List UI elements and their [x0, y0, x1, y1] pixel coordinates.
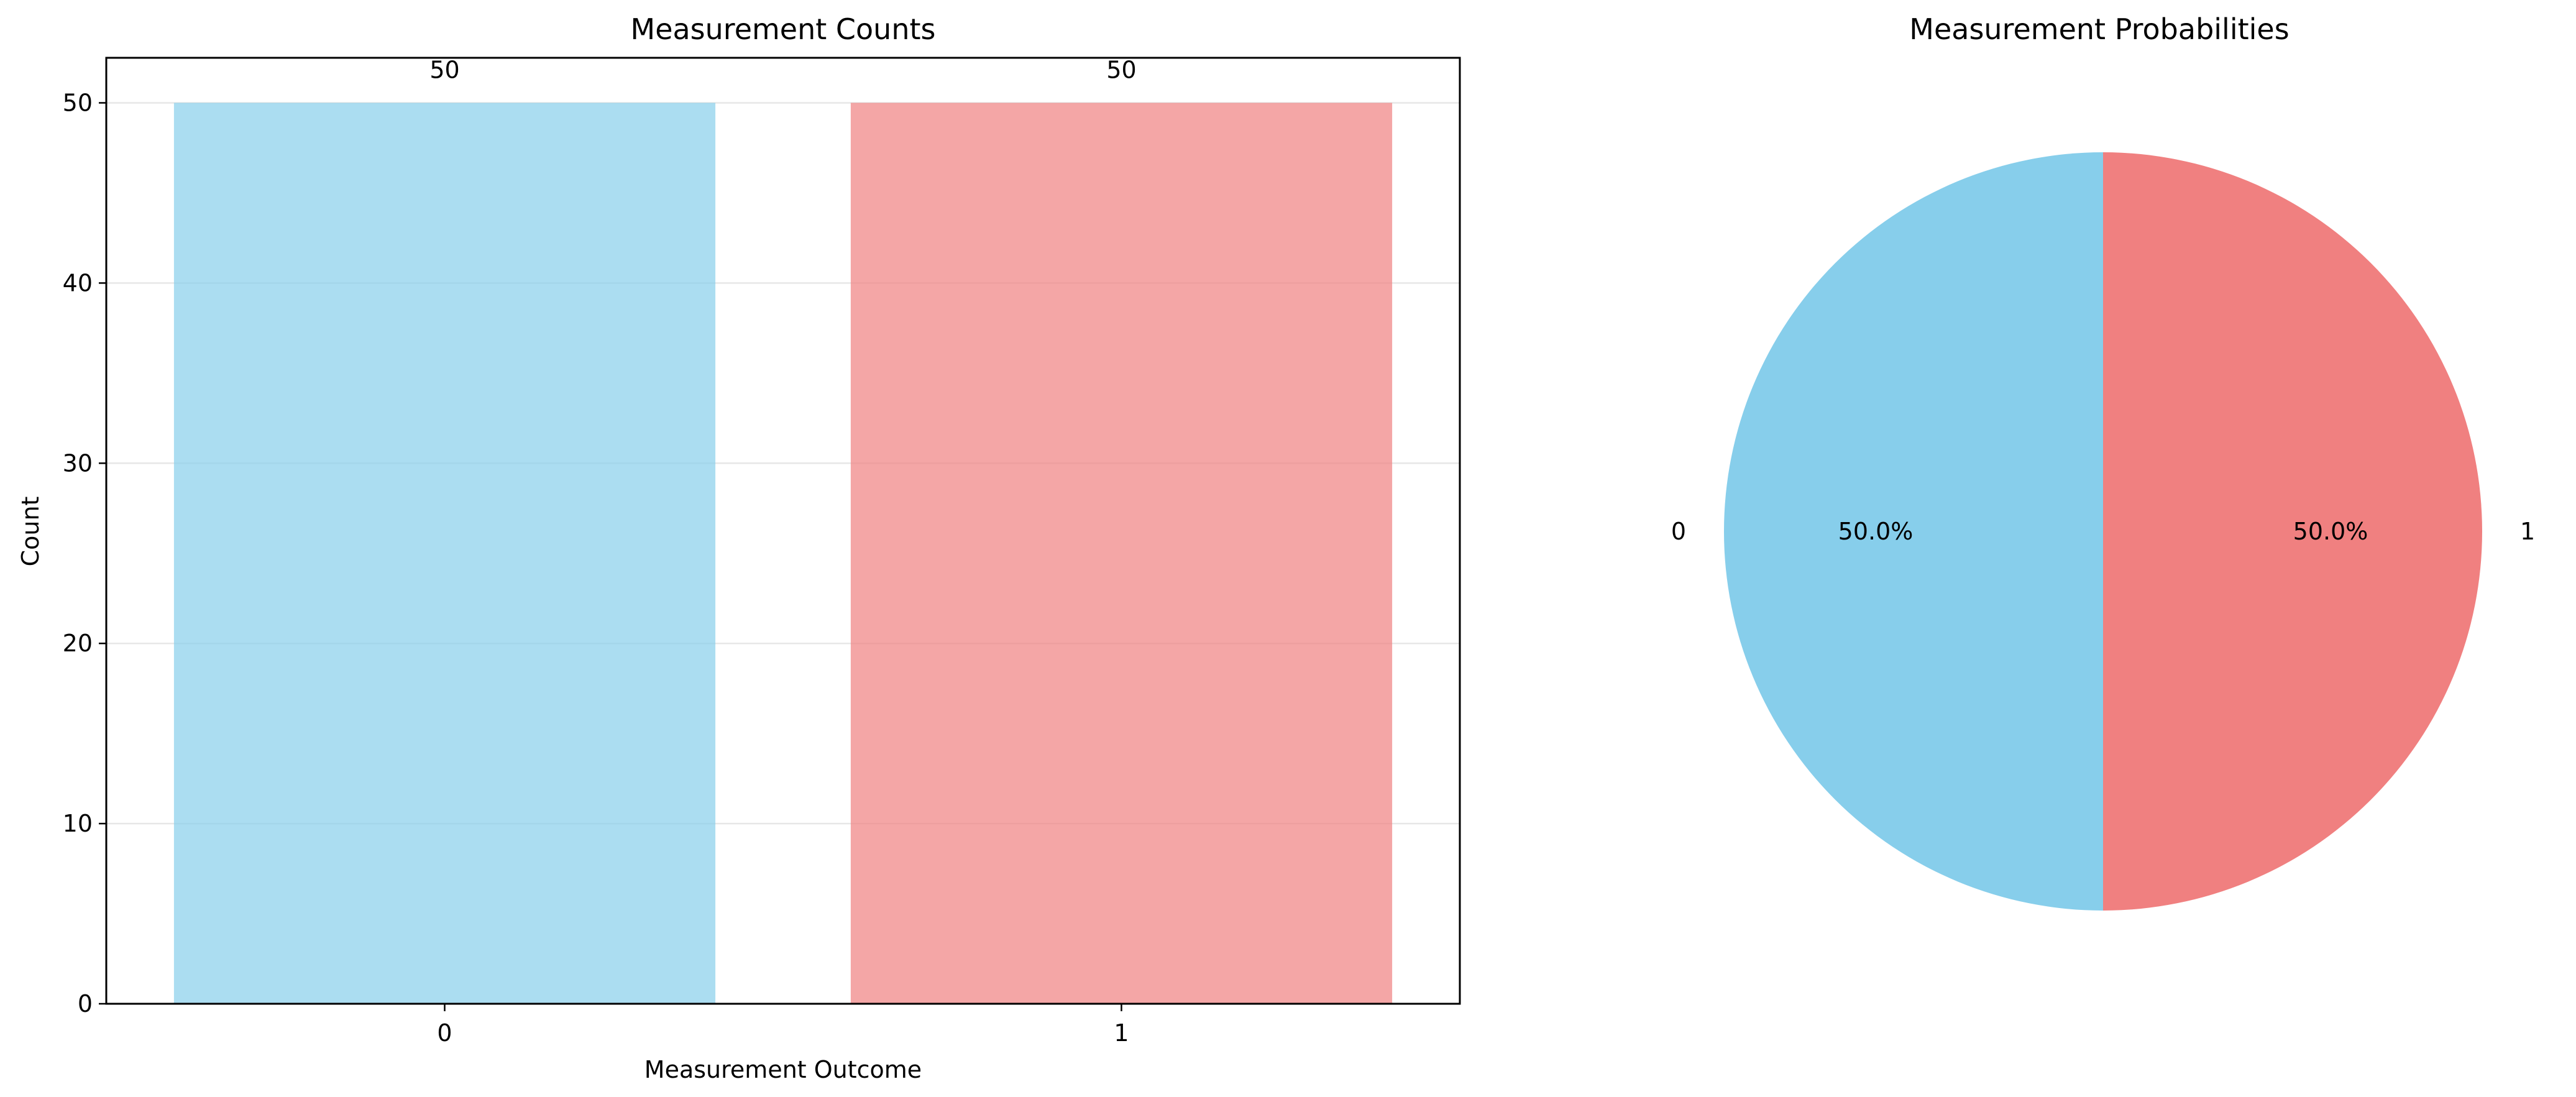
pie-slice-0: [1724, 152, 2103, 911]
bar-chart-bars: [173, 103, 1393, 1004]
x-tick-label: 0: [437, 1019, 452, 1047]
y-tick-label: 0: [78, 990, 93, 1017]
y-tick-label: 40: [63, 269, 93, 296]
y-tick-label: 30: [63, 449, 93, 477]
pie-category-label: 1: [2520, 518, 2535, 545]
bar-data-label: 50: [1106, 56, 1136, 83]
y-tick-label: 20: [63, 630, 93, 657]
bar-chart-data-labels: 50 50: [429, 56, 1136, 83]
pie-chart-labels: 0 50.0% 1 50.0%: [1671, 518, 2535, 545]
bar-chart-y-ticks: 0 10 20 30 40 50: [63, 89, 106, 1017]
y-tick-label: 10: [63, 810, 93, 837]
pie-slice-1: [2103, 152, 2482, 911]
bar-chart-x-axis-label: Measurement Outcome: [644, 1056, 922, 1083]
pie-percent-label: 50.0%: [1838, 518, 1914, 545]
y-tick-label: 50: [63, 89, 93, 116]
pie-chart-title: Measurement Probabilities: [1909, 12, 2289, 46]
bar-1: [850, 103, 1393, 1004]
pie-category-label: 0: [1671, 518, 1686, 545]
bar-chart-y-axis-label: Count: [17, 497, 44, 567]
x-tick-label: 1: [1114, 1019, 1129, 1047]
bar-chart-title: Measurement Counts: [631, 12, 936, 46]
pie-chart: Measurement Probabilities 0 50.0% 1 50.0%: [1671, 12, 2535, 911]
bar-data-label: 50: [429, 56, 459, 83]
pie-chart-slices: [1724, 152, 2482, 911]
bar-chart-plot-frame: [105, 57, 1461, 1005]
bar-0: [173, 103, 716, 1004]
pie-percent-label: 50.0%: [2293, 518, 2368, 545]
